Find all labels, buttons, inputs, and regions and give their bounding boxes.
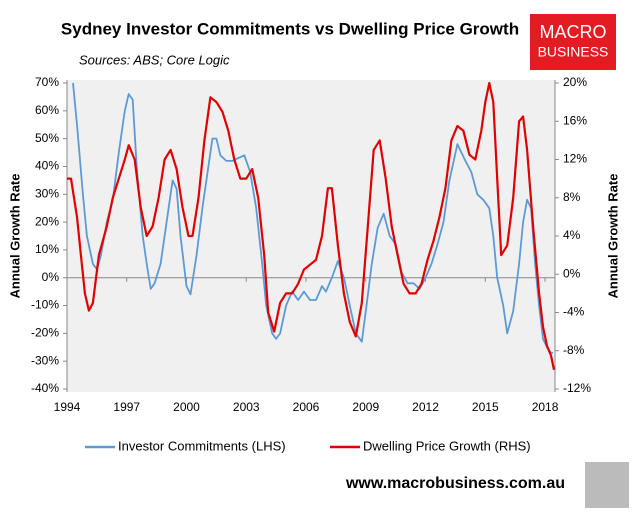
y-tick-label: -20% [31, 326, 59, 340]
y2-tick-label: 20% [563, 75, 587, 89]
y-tick-label: -40% [31, 381, 59, 395]
y2-tick-label: 16% [563, 113, 587, 127]
y-tick-label: 30% [35, 186, 59, 200]
y2-tick-label: -8% [563, 343, 585, 357]
x-tick-label: 2000 [173, 400, 200, 414]
x-tick-label: 2018 [532, 400, 559, 414]
y2-tick-label: 4% [563, 228, 581, 242]
chart-subtitle: Sources: ABS; Core Logic [79, 52, 230, 67]
y-tick-label: -10% [31, 298, 59, 312]
y-axis-label: Annual Growth Rate [7, 174, 22, 299]
series-line [72, 82, 553, 354]
x-tick-label: 2003 [233, 400, 260, 414]
legend-label: Investor Commitments (LHS) [118, 438, 286, 453]
footer-url: www.macrobusiness.com.au [345, 475, 565, 492]
plot-area [67, 80, 555, 392]
legend-label: Dwelling Price Growth (RHS) [363, 438, 531, 453]
logo [530, 14, 616, 70]
x-tick-label: 2009 [352, 400, 379, 414]
x-tick-label: 1994 [54, 400, 81, 414]
x-tick-label: 2012 [412, 400, 439, 414]
chart-title: Sydney Investor Commitments vs Dwelling … [61, 19, 519, 38]
wolf-icon [585, 462, 629, 508]
logo-text: MACRO [540, 22, 607, 42]
y2-tick-label: 0% [563, 266, 581, 280]
y2-tick-label: 8% [563, 190, 581, 204]
y-tick-label: 10% [35, 242, 59, 256]
y2-axis-label: Annual Growth Rate [605, 174, 620, 299]
y2-tick-label: 12% [563, 152, 587, 166]
y2-tick-label: -4% [563, 305, 585, 319]
series-line [67, 81, 556, 371]
y-tick-label: 20% [35, 214, 59, 228]
y-tick-label: 70% [35, 75, 59, 89]
y2-tick-label: -12% [563, 381, 591, 395]
logo-text: BUSINESS [538, 44, 609, 60]
y-tick-label: 60% [35, 103, 59, 117]
x-tick-label: 1997 [113, 400, 140, 414]
y-tick-label: -30% [31, 353, 59, 367]
x-tick-label: 2015 [472, 400, 499, 414]
x-tick-label: 2006 [293, 400, 320, 414]
y-tick-label: 0% [42, 270, 60, 284]
y-tick-label: 50% [35, 131, 59, 145]
y-tick-label: 40% [35, 159, 59, 173]
